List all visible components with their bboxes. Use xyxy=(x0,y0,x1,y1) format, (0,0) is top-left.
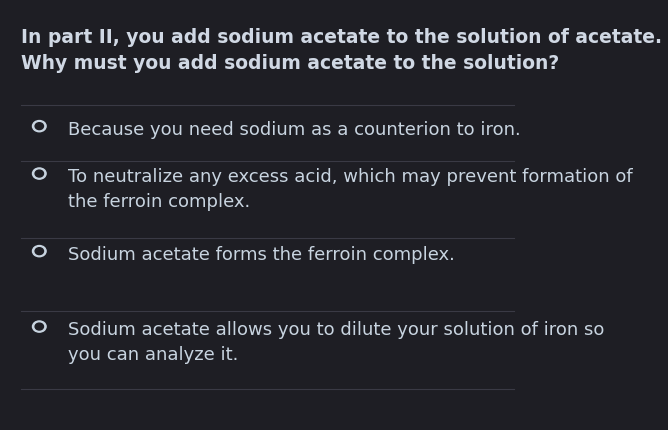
Text: Sodium acetate forms the ferroin complex.: Sodium acetate forms the ferroin complex… xyxy=(68,245,455,263)
Circle shape xyxy=(33,121,46,132)
Circle shape xyxy=(35,323,43,330)
Text: To neutralize any excess acid, which may prevent formation of
the ferroin comple: To neutralize any excess acid, which may… xyxy=(68,168,633,211)
Circle shape xyxy=(35,123,43,130)
Circle shape xyxy=(35,248,43,255)
Circle shape xyxy=(35,171,43,178)
Text: Because you need sodium as a counterion to iron.: Because you need sodium as a counterion … xyxy=(68,120,521,138)
Circle shape xyxy=(33,169,46,180)
Text: Sodium acetate allows you to dilute your solution of iron so
you can analyze it.: Sodium acetate allows you to dilute your… xyxy=(68,320,605,363)
Text: In part II, you add sodium acetate to the solution of acetate.: In part II, you add sodium acetate to th… xyxy=(21,28,662,47)
Circle shape xyxy=(33,321,46,332)
Text: Why must you add sodium acetate to the solution?: Why must you add sodium acetate to the s… xyxy=(21,54,559,73)
Circle shape xyxy=(33,246,46,257)
